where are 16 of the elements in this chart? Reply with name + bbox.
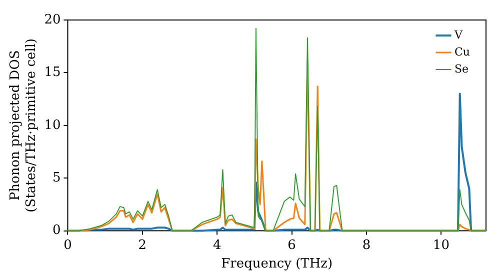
y-tick-label: 5 xyxy=(52,170,61,186)
y-axis-title: Phonon projected DOS (States/THz·primitive cell) xyxy=(8,38,39,212)
legend-label: V xyxy=(454,28,464,42)
x-tick-label: 2 xyxy=(138,238,147,253)
y-tick-label: 20 xyxy=(44,12,61,28)
x-tick-label: 8 xyxy=(362,238,371,253)
x-axis-title: Frequency (THz) xyxy=(221,256,333,272)
legend-label: Se xyxy=(454,62,469,76)
y-tick-label: 10 xyxy=(44,118,61,133)
x-tick-label: 6 xyxy=(288,238,296,253)
legend-label: Cu xyxy=(454,45,470,58)
y-tick-label: 15 xyxy=(44,65,61,80)
x-tick-label: 4 xyxy=(212,238,222,253)
x-tick-label: 0 xyxy=(64,238,72,253)
x-tick-label: 10 xyxy=(432,238,450,253)
y-tick-label: 0 xyxy=(52,223,61,238)
